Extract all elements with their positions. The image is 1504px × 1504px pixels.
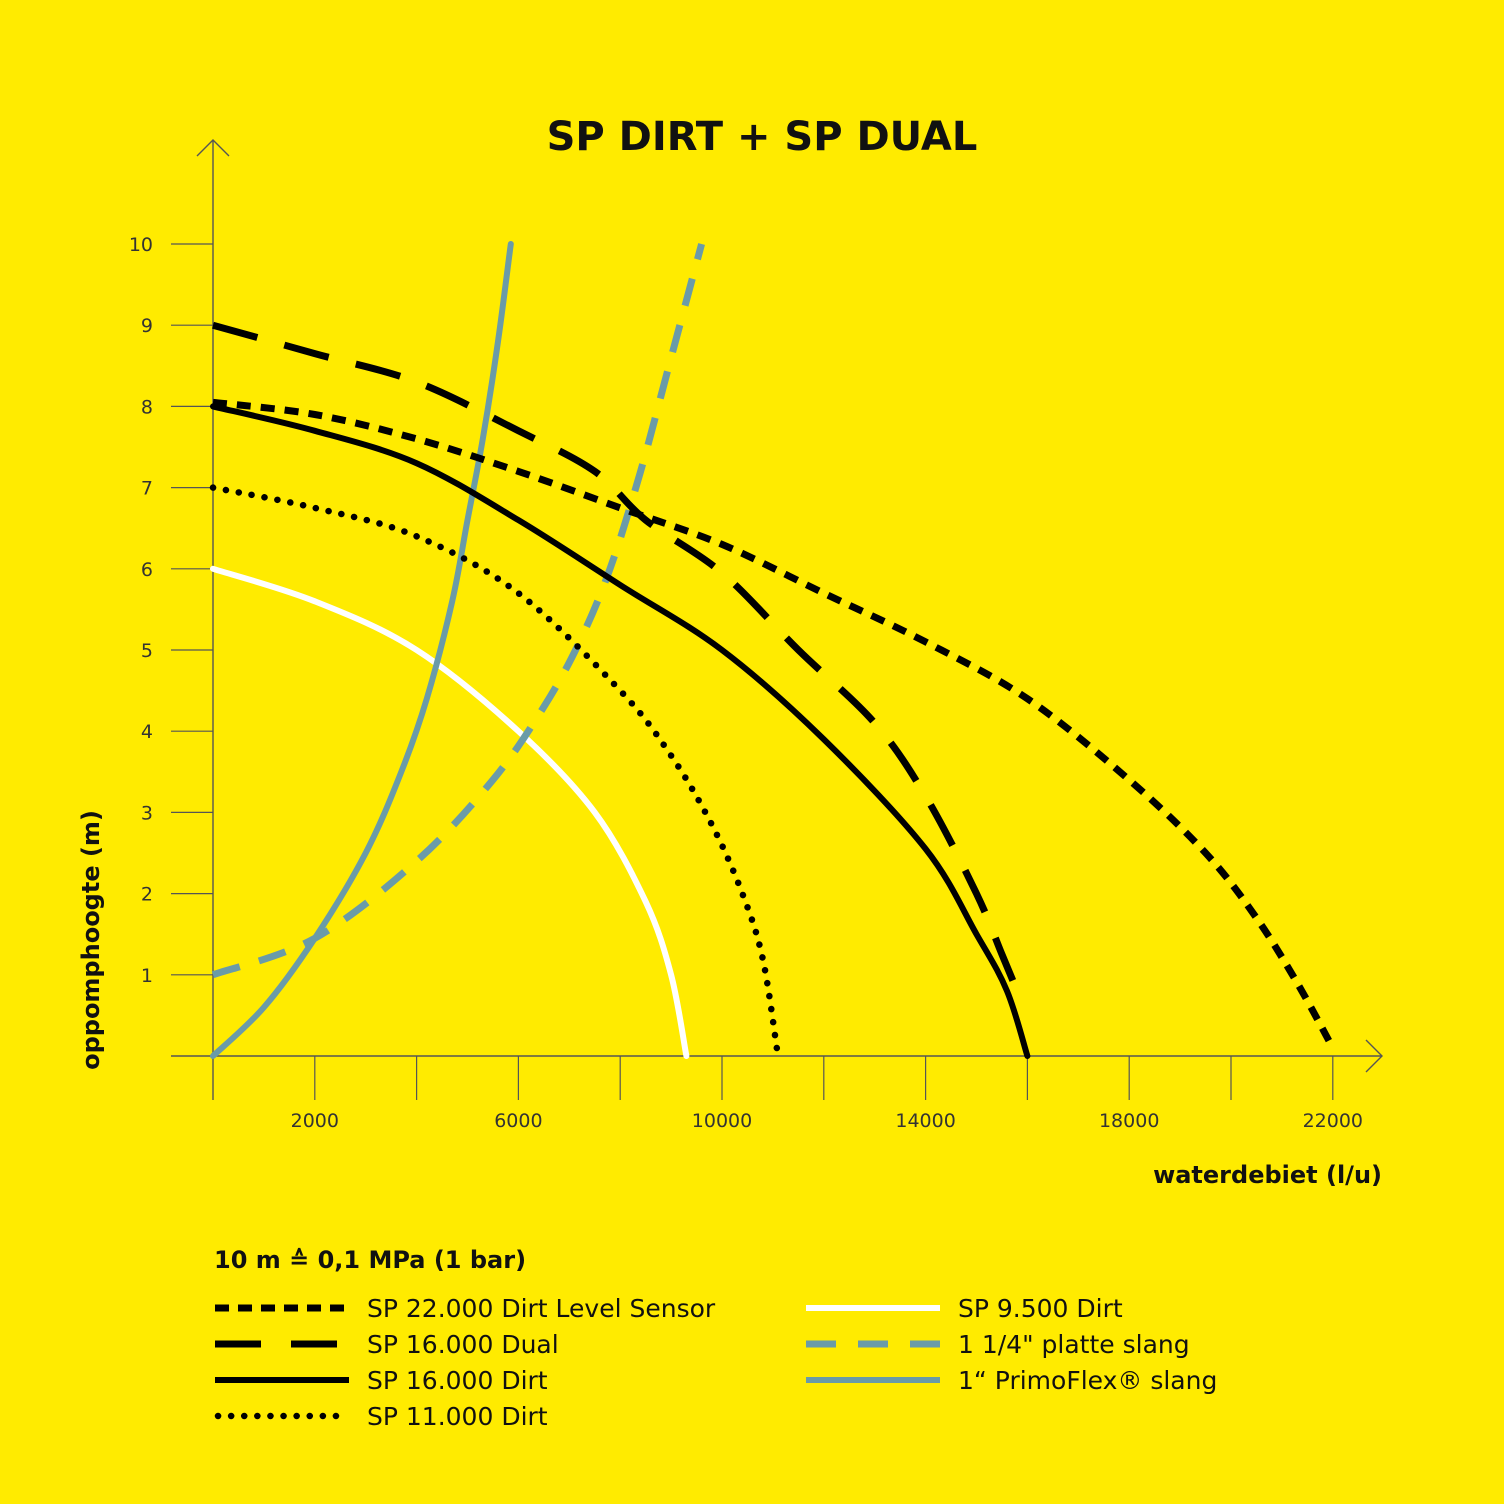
y-axis-arrow	[196, 139, 230, 157]
legend-label-6: 1 1/4" platte slang	[958, 1330, 1190, 1359]
legend-label-4: SP 11.000 Dirt	[367, 1402, 548, 1431]
y-tick-label-7: 7	[141, 478, 153, 500]
curves	[209, 241, 1336, 1060]
x-tick-label-18000: 18000	[1099, 1110, 1159, 1132]
x-tick-label-2000: 2000	[291, 1110, 339, 1132]
y-tick-label-9: 9	[141, 315, 153, 337]
y-tick-label-10: 10	[129, 234, 153, 256]
x-axis-title: waterdebiet (l/u)	[1153, 1161, 1382, 1189]
y-tick-label-2: 2	[141, 884, 153, 906]
chart-title: SP DIRT + SP DUAL	[547, 114, 978, 160]
legend-label-7: 1“ PrimoFlex® slang	[958, 1366, 1217, 1395]
gridlines	[171, 243, 1334, 1100]
axes	[171, 139, 1383, 1100]
y-tick-label-4: 4	[141, 721, 153, 743]
x-tick-label-22000: 22000	[1303, 1110, 1363, 1132]
series-line-6	[211, 243, 705, 979]
y-tick-label-1: 1	[141, 965, 153, 987]
series-line-2	[212, 321, 1021, 993]
series-line-3	[210, 403, 1031, 1059]
unit-note: 10 m ≙ 0,1 MPa (1 bar)	[214, 1246, 526, 1274]
y-tick-label-8: 8	[141, 396, 153, 418]
x-tick-label-14000: 14000	[895, 1110, 955, 1132]
x-tick-label-6000: 6000	[494, 1110, 542, 1132]
y-tick-label-5: 5	[141, 640, 153, 662]
y-tick-label-6: 6	[141, 559, 153, 581]
legend: SP 22.000 Dirt Level Sensor SP 16.000 Dua…	[214, 1294, 1217, 1431]
series-line-4	[209, 484, 782, 1060]
y-tick-label-3: 3	[141, 802, 153, 824]
x-axis-arrow	[1365, 1039, 1383, 1073]
series-line-5	[210, 565, 690, 1059]
y-axis-title: oppomphoogte (m)	[77, 810, 105, 1070]
legend-label-3: SP 16.000 Dirt	[367, 1366, 548, 1395]
x-tick-label-10000: 10000	[692, 1110, 752, 1132]
legend-label-5: SP 9.500 Dirt	[958, 1294, 1123, 1323]
series-line-7	[210, 241, 514, 1059]
legend-label-1: SP 22.000 Dirt Level Sensor	[367, 1294, 716, 1323]
tick-labels: 1 2 3 4 5 6 7 8 9 10 2000 6000 10000 14000 18000 22000	[129, 234, 1363, 1132]
series-line-1	[212, 398, 1336, 1050]
legend-label-2: SP 16.000 Dual	[367, 1330, 559, 1359]
